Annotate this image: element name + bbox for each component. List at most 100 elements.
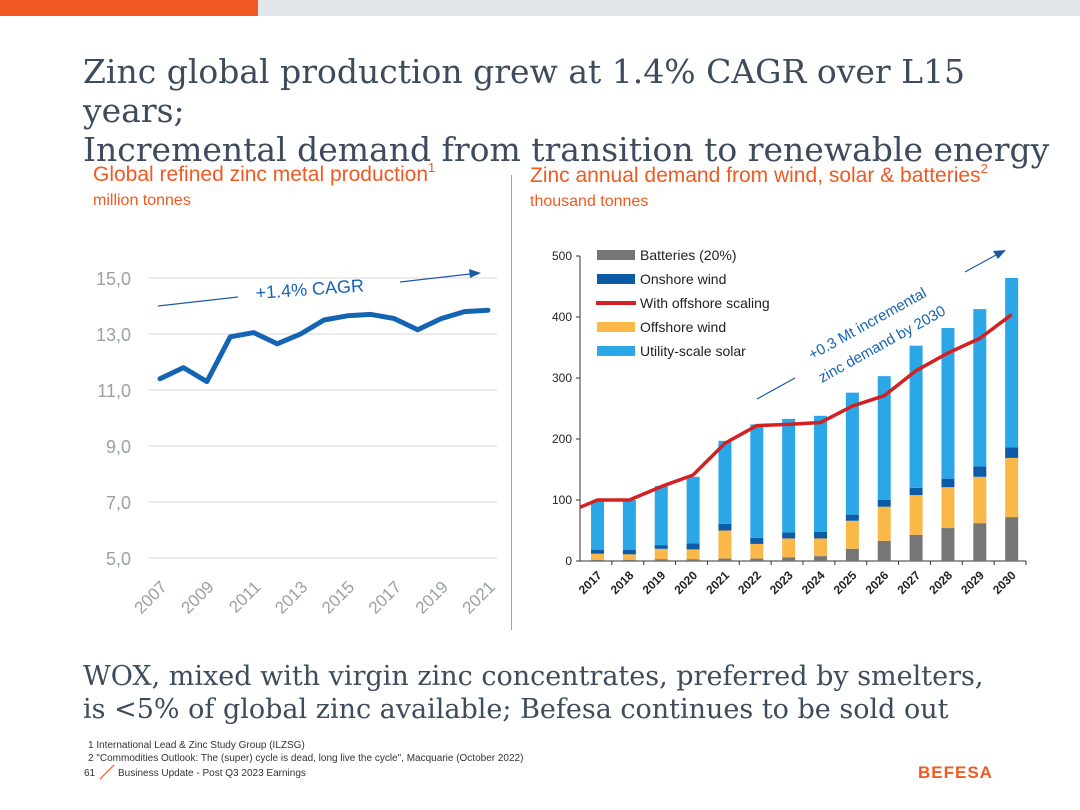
cagr-arrowhead — [469, 269, 481, 278]
right-chart-subtitle: thousand tonnes — [530, 193, 649, 210]
bar-segment — [814, 415, 828, 532]
bar-segment — [654, 559, 668, 561]
bar-segment — [654, 548, 668, 560]
bar-segment — [909, 345, 923, 488]
bottom-statement-line1: WOX, mixed with virgin zinc concentrates… — [83, 661, 984, 692]
bar-stack — [877, 376, 891, 561]
bar-segment — [750, 558, 764, 561]
left-chart-title-sup: 1 — [428, 160, 436, 175]
bar-stack — [591, 501, 605, 561]
legend-label: Offshore wind — [640, 319, 726, 335]
bar-segment — [973, 523, 987, 561]
bar-segment — [909, 534, 923, 561]
bar-segment — [686, 476, 700, 544]
bar-stack — [941, 327, 955, 561]
left-chart-title-text: Global refined zinc metal production — [93, 163, 429, 186]
bar-segment — [750, 543, 764, 559]
bar-stack — [1005, 277, 1019, 561]
bar-stack — [654, 485, 668, 561]
bar-segment — [941, 478, 955, 488]
x-tick-label: 2023 — [767, 568, 796, 597]
y-tick-label: 300 — [552, 371, 572, 385]
x-tick-label: 2019 — [640, 568, 669, 597]
bar-segment — [782, 538, 796, 558]
legend-label: Batteries (20%) — [640, 247, 736, 263]
bar-stack — [909, 345, 923, 561]
x-tick-label: 2022 — [735, 568, 764, 597]
bar-segment — [591, 559, 605, 561]
legend-label: With offshore scaling — [640, 295, 770, 311]
bar-segment — [877, 540, 891, 561]
bar-segment — [718, 440, 732, 524]
x-tick-label: 2024 — [799, 568, 828, 597]
befesa-logo: BEFESA — [918, 763, 993, 782]
legend-swatch — [597, 346, 635, 356]
x-tick-label: 2025 — [831, 568, 860, 597]
y-tick-label: 11,0 — [97, 381, 131, 401]
bar-segment — [782, 532, 796, 539]
production-line — [157, 307, 491, 385]
bar-stack — [814, 415, 828, 561]
bar-segment — [750, 537, 764, 544]
bar-segment — [941, 487, 955, 529]
x-tick-label: 2021 — [703, 568, 732, 597]
y-tick-label: 9,0 — [106, 437, 131, 457]
bar-segment — [622, 550, 636, 555]
bar-segment — [814, 531, 828, 539]
bar-stack — [718, 440, 732, 561]
bar-stack — [622, 500, 636, 561]
x-tick-label: 2020 — [671, 568, 700, 597]
bar-segment — [750, 424, 764, 538]
bar-segment — [909, 487, 923, 496]
y-tick-label: 0 — [565, 554, 572, 568]
bar-stack — [782, 418, 796, 561]
y-tick-label: 400 — [552, 310, 572, 324]
demand-arrowhead — [993, 250, 1006, 259]
bar-segment — [845, 514, 859, 521]
cagr-arrow-tail — [157, 296, 239, 307]
slide-title: Zinc global production grew at 1.4% CAGR… — [83, 52, 1073, 169]
bar-segment — [591, 550, 605, 554]
bar-segment — [686, 543, 700, 550]
bar-segment — [1005, 447, 1019, 458]
left-chart-title: Global refined zinc metal production1 — [93, 160, 436, 187]
top-bar — [258, 0, 1080, 16]
footer-text: Business Update - Post Q3 2023 Earnings — [118, 768, 306, 779]
x-tick-label: 2026 — [863, 568, 892, 597]
slash-mark — [99, 764, 115, 780]
bar-segment — [1005, 457, 1019, 518]
right-chart-title-text: Zinc annual demand from wind, solar & ba… — [530, 164, 981, 187]
bar-segment — [1005, 517, 1019, 561]
bottom-statement: WOX, mixed with virgin zinc concentrates… — [83, 660, 1073, 726]
bar-segment — [973, 476, 987, 524]
bar-segment — [877, 376, 891, 500]
bar-segment — [654, 545, 668, 549]
legend-label: Onshore wind — [640, 271, 726, 287]
footnote-1: 1 International Lead & Zinc Study Group … — [88, 740, 305, 751]
offshore-scaling-line — [579, 313, 1013, 509]
x-tick-label: 2027 — [894, 568, 923, 597]
right-chart-title-sup: 2 — [980, 161, 988, 176]
bar-segment — [782, 557, 796, 561]
bottom-statement-line2: is <5% of global zinc available; Befesa … — [83, 694, 949, 725]
bar-stack — [845, 392, 859, 561]
demand-arrow-tail — [756, 377, 796, 400]
right-chart-title: Zinc annual demand from wind, solar & ba… — [530, 161, 988, 188]
bar-segment — [877, 506, 891, 541]
bar-segment — [941, 327, 955, 479]
bar-segment — [845, 392, 859, 515]
y-tick-label: 15,0 — [96, 269, 131, 289]
left-chart-subtitle: million tonnes — [93, 192, 191, 209]
y-tick-label: 100 — [552, 493, 572, 507]
bar-segment — [622, 500, 636, 551]
bar-segment — [909, 495, 923, 535]
bar-segment — [718, 523, 732, 531]
legend-label: Utility-scale solar — [640, 343, 746, 359]
x-tick-label: 2029 — [958, 568, 987, 597]
x-tick-label: 2028 — [926, 568, 955, 597]
legend-swatch — [597, 274, 635, 284]
bar-segment — [622, 559, 636, 561]
bar-segment — [845, 520, 859, 549]
y-tick-label: 7,0 — [106, 493, 131, 513]
